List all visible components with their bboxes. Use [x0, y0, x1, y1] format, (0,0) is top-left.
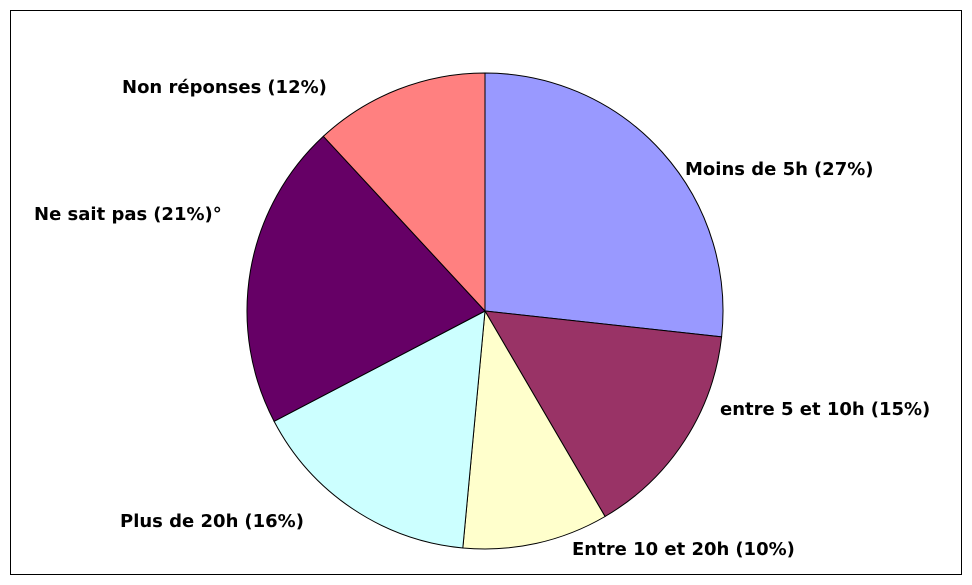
slice-category: Non réponses [122, 77, 261, 98]
slice-category: Moins de 5h [685, 159, 808, 180]
slice-category: Ne sait pas [34, 204, 147, 225]
slice-value-label: (15%) [871, 399, 931, 420]
pie-slice [484, 72, 724, 338]
slice-label: Ne sait pas (21%)° [34, 204, 222, 225]
slice-value-label: (21%)° [153, 204, 222, 225]
slice-value-label: (10%) [735, 539, 795, 560]
slice-value-label: (27%) [814, 159, 874, 180]
slice-label: entre 5 et 10h (15%) [720, 399, 930, 420]
pie-slice [322, 72, 486, 313]
pie-slice [484, 310, 723, 518]
pie-slice [246, 135, 486, 423]
pie-slice [462, 309, 606, 550]
slice-label: Moins de 5h (27%) [685, 159, 874, 180]
pie-slice [273, 310, 486, 549]
slice-category: entre 5 et 10h [720, 399, 865, 420]
slice-category: Plus de 20h [120, 511, 238, 532]
slice-label: Entre 10 et 20h (10%) [572, 539, 795, 560]
slice-value-label: (16%) [244, 511, 304, 532]
slice-value-label: (12%) [267, 77, 327, 98]
slice-label: Non réponses (12%) [122, 77, 327, 98]
slice-category: Entre 10 et 20h [572, 539, 729, 560]
slice-label: Plus de 20h (16%) [120, 511, 304, 532]
